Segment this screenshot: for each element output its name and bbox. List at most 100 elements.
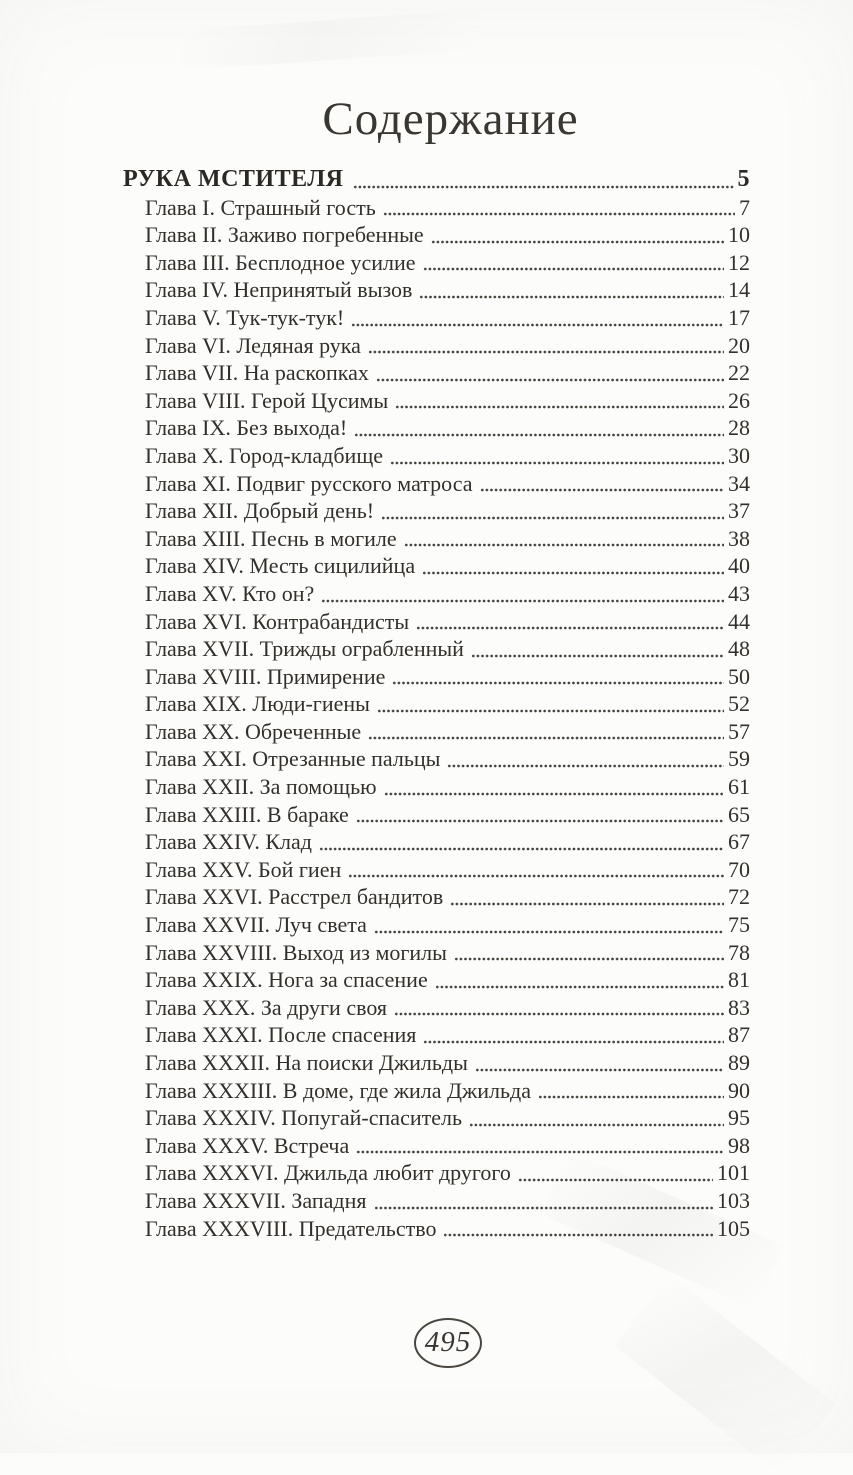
toc-entry-label: Глава XXXIV. Попугай-спаситель (145, 1105, 462, 1131)
toc-entry-row: Глава XXVI. Расстрел бандитов 72 (123, 883, 750, 911)
toc-entry-page: 89 (728, 1050, 750, 1075)
toc-entry-row: Глава II. Заживо погребенные 10 (123, 221, 750, 249)
toc-entry-row: Глава XXX. За други своя 83 (123, 994, 750, 1022)
toc-entry-label: Глава XVI. Контрабандисты (145, 608, 410, 634)
dot-leader (373, 1205, 713, 1210)
toc-entry-page: 101 (717, 1160, 750, 1186)
toc-entry-row: Глава XXXII. На поиски Джильды 89 (123, 1049, 750, 1077)
dot-leader (453, 957, 724, 962)
page-number: 495 (424, 1325, 472, 1358)
toc-entry-page: 12 (728, 249, 750, 275)
dot-leader (430, 239, 724, 244)
toc-entry-row: Глава XXXV. Встреча 98 (123, 1132, 750, 1160)
toc-entry-page: 30 (728, 442, 750, 468)
toc-entry-row: Глава XXIX. Нога за спасение 81 (123, 966, 750, 994)
toc-entry-row: Глава XIII. Песнь в могиле 38 (123, 525, 750, 553)
dot-leader (422, 570, 724, 575)
scan-artifact (614, 1274, 836, 1475)
dot-leader (373, 929, 724, 934)
toc-entry-row: Глава XXII. За помощью 61 (123, 773, 750, 801)
dot-leader (392, 681, 724, 686)
toc-entry-label: Глава XXIII. В бараке (145, 801, 349, 827)
toc-entry-label: Глава III. Бесплодное усилие (145, 249, 416, 275)
toc-entry-row: Глава XXVII. Луч света 75 (123, 911, 750, 939)
toc-entry-page: 17 (728, 304, 750, 330)
toc-entry-row: Глава XIV. Месть сицилийца 40 (123, 552, 750, 580)
toc-entry-row: Глава XVI. Контрабандисты 44 (123, 608, 750, 636)
dot-leader (434, 984, 724, 989)
toc-entry-row: Глава X. Город-кладбище 30 (123, 442, 750, 470)
toc-entry-label: Глава XXV. Бой гиен (145, 856, 342, 882)
dot-leader (470, 653, 724, 658)
toc-entry-label: Глава XII. Добрый день! (145, 498, 375, 524)
toc-entry-page: 20 (728, 332, 750, 358)
toc-entry-label: Глава I. Страшный гость (145, 194, 376, 220)
toc-entry-label: Глава X. Город-кладбище (145, 442, 384, 468)
toc-entry-label: Глава IV. Непринятый вызов (145, 277, 413, 303)
dot-leader (381, 515, 724, 520)
toc-entry-row: Глава IV. Непринятый вызов 14 (123, 276, 750, 304)
toc-entry-label: Глава XXXVIII. Предательство (145, 1215, 437, 1241)
toc-entry-label: Глава XIII. Песнь в могиле (145, 525, 397, 551)
toc-entry-label: Глава VIII. Герой Цусимы (145, 387, 389, 413)
toc-entry-label: Глава XVIII. Примирение (145, 663, 386, 689)
toc-entry-page: 65 (728, 801, 750, 827)
toc-entry-page: 37 (728, 498, 750, 524)
toc-entry-page: 57 (728, 718, 750, 744)
toc-entry-page: 14 (728, 277, 750, 303)
dot-leader (321, 598, 724, 603)
toc-entry-page: 26 (728, 387, 750, 413)
toc-entry-row: Глава VIII. Герой Цусимы 26 (123, 387, 750, 415)
toc-entry-label: Глава XXVI. Расстрел бандитов (145, 884, 444, 910)
dot-leader (416, 626, 724, 631)
toc-entry-page: 81 (728, 967, 750, 993)
dot-leader (394, 1012, 724, 1017)
dot-leader (450, 902, 724, 907)
toc-entry-row: Глава XII. Добрый день! 37 (123, 497, 750, 525)
dot-leader (469, 1122, 724, 1127)
toc-entry-label: Глава XVII. Трижды ограбленный (145, 636, 464, 662)
toc-entry-label: Глава XXXIII. В доме, где жила Джильда (145, 1077, 531, 1103)
toc-entry-row: Глава IX. Без выхода! 28 (123, 414, 750, 442)
toc-entry-row: Глава XI. Подвиг русского матроса 34 (123, 470, 750, 498)
toc-entry-row: Глава XXXVI. Джильда любит другого 101 (123, 1159, 750, 1187)
toc-entry-label: Глава XXXVI. Джильда любит другого (145, 1160, 511, 1186)
dot-leader (356, 1150, 724, 1155)
toc-entry-row: Глава XXXVII. Западня 103 (123, 1187, 750, 1215)
toc-entry-page: 83 (728, 994, 750, 1020)
toc-entry-page: 78 (728, 939, 750, 965)
toc-entry-page: 72 (728, 884, 750, 910)
dot-leader (376, 708, 724, 713)
toc-entry-label: Глава XXXII. На поиски Джильды (145, 1050, 468, 1075)
toc-entry-label: Глава II. Заживо погребенные (145, 222, 424, 248)
toc-entry-page: 10 (728, 222, 750, 248)
dot-leader (419, 294, 724, 299)
page-number-badge: 495 (414, 1318, 482, 1368)
toc-entry-row: Глава XXXVIII. Предательство 105 (123, 1215, 750, 1243)
toc-entry-label: Глава XXXVII. Западня (145, 1187, 367, 1213)
toc-entry-label: Глава XXXV. Встреча (145, 1132, 350, 1158)
toc-entry-row: Глава VII. На раскопках 22 (123, 359, 750, 387)
toc-entry-page: 22 (728, 360, 750, 386)
toc-entry-label: Глава VII. На раскопках (145, 360, 369, 386)
dot-leader (354, 432, 724, 437)
toc-entry-label: Глава XX. Обреченные (145, 718, 362, 744)
toc-entry-label: Глава VI. Ледяная рука (145, 332, 361, 358)
toc-entry-row: Глава XXXIV. Попугай-спаситель 95 (123, 1104, 750, 1132)
toc-entry-page: 90 (728, 1077, 750, 1103)
toc-entry-label: Глава XIX. Люди-гиены (145, 691, 370, 717)
toc-entry-row: Глава XXXIII. В доме, где жила Джильда 90 (123, 1077, 750, 1105)
toc-entry-row: Глава III. Бесплодное усилие 12 (123, 249, 750, 277)
toc-entry-page: 43 (728, 580, 750, 606)
toc-entry-label: Глава XXII. За помощью (145, 774, 377, 800)
toc-entry-page: 52 (728, 691, 750, 717)
toc-entry-label: Глава XV. Кто он? (145, 580, 315, 606)
toc-entry-page: 38 (728, 525, 750, 551)
toc-entry-page: 40 (728, 553, 750, 579)
toc-entry-page: 7 (739, 194, 750, 220)
toc-entry-label: Глава XXXI. После спасения (145, 1022, 417, 1048)
toc-entry-row: Глава XVII. Трижды ограбленный 48 (123, 635, 750, 663)
toc-entry-label: Глава XXIX. Нога за спасение (145, 967, 428, 993)
toc-entry-page: 98 (728, 1132, 750, 1158)
